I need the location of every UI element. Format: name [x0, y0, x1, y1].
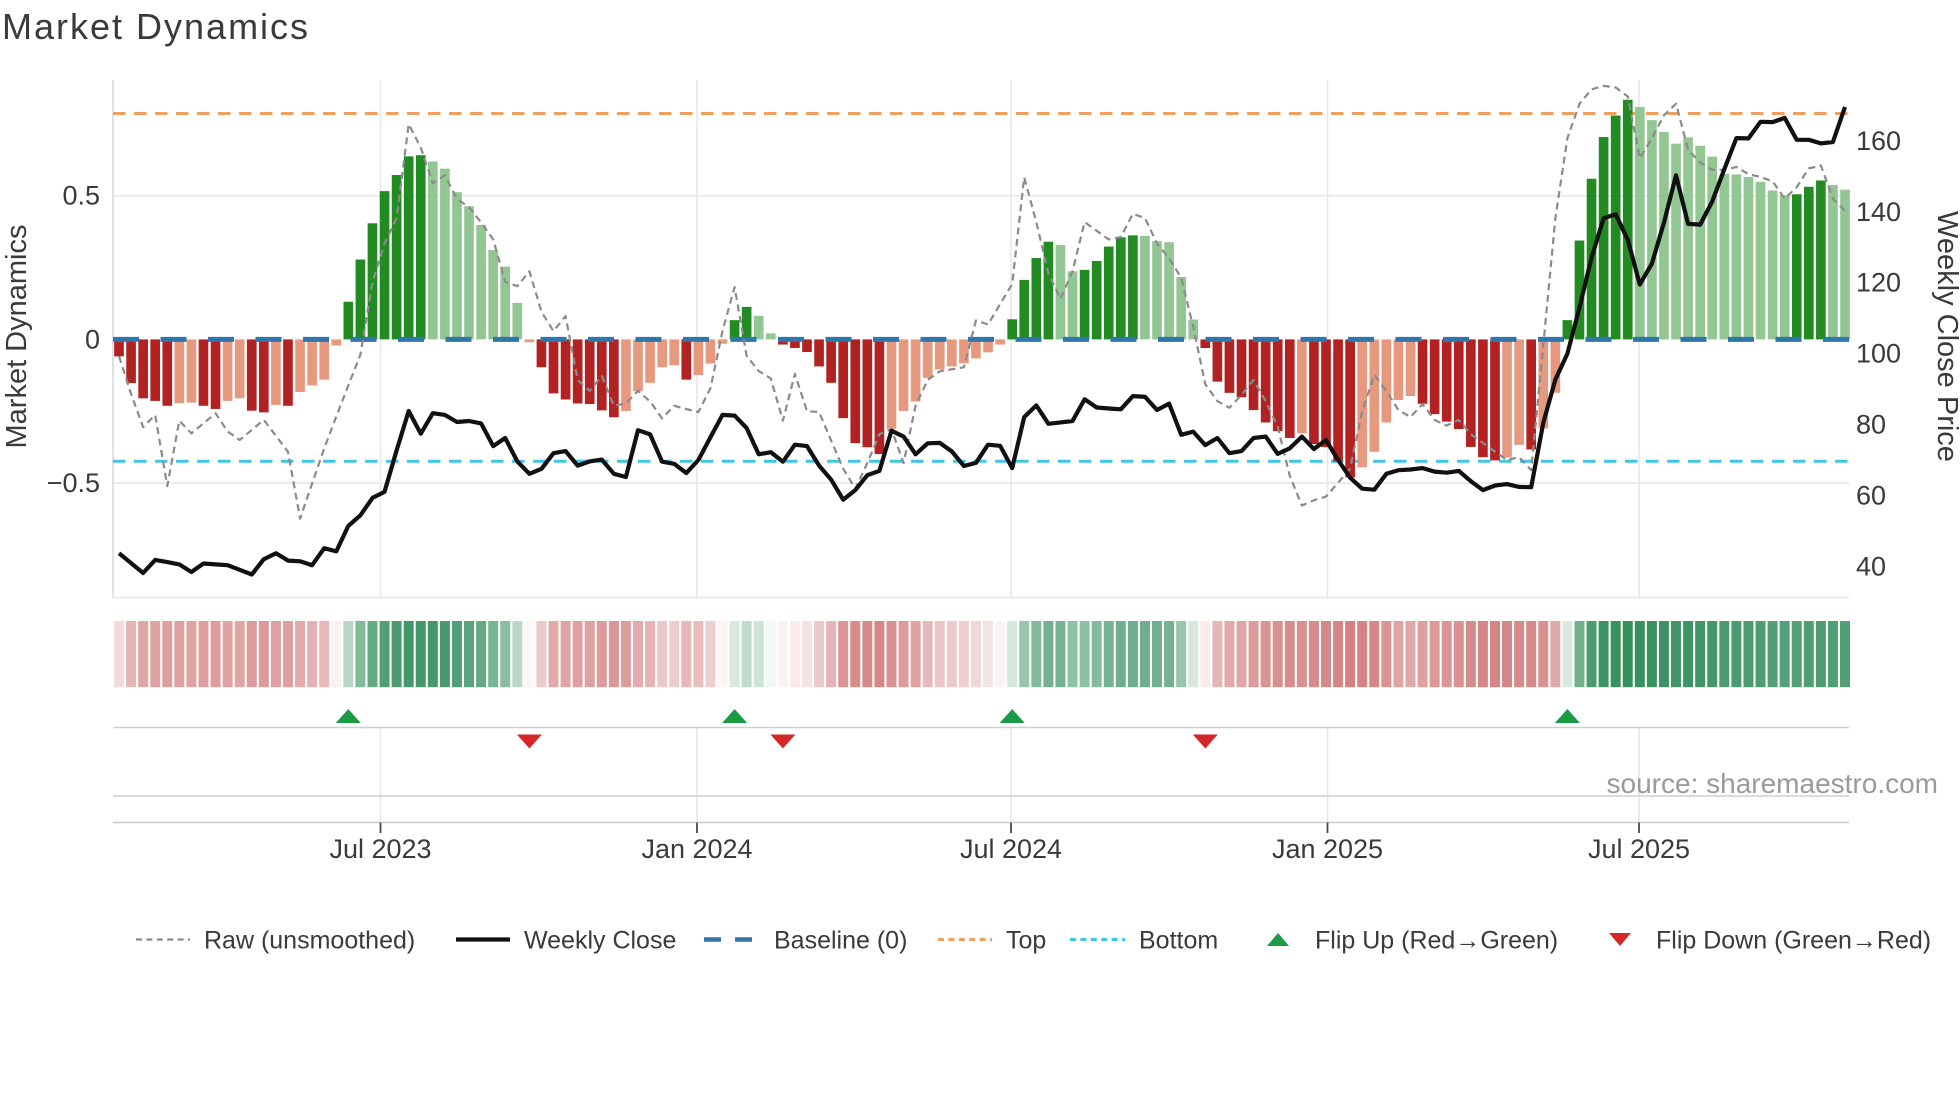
svg-text:Flip Up (Red→Green): Flip Up (Red→Green) — [1315, 927, 1558, 955]
svg-text:40: 40 — [1856, 551, 1886, 581]
svg-text:60: 60 — [1856, 480, 1886, 510]
svg-text:Weekly Close Price: Weekly Close Price — [1931, 211, 1960, 462]
svg-text:−0.5: −0.5 — [47, 468, 100, 498]
svg-text:0: 0 — [85, 324, 100, 354]
svg-text:Jan 2025: Jan 2025 — [1272, 834, 1383, 864]
svg-text:source: sharemaestro.com: source: sharemaestro.com — [1607, 768, 1938, 799]
svg-text:Baseline (0): Baseline (0) — [774, 927, 907, 955]
svg-text:Top: Top — [1006, 927, 1046, 955]
svg-text:80: 80 — [1856, 410, 1886, 440]
svg-text:0.5: 0.5 — [62, 181, 100, 211]
svg-text:Weekly Close: Weekly Close — [524, 927, 676, 955]
svg-text:Jan 2024: Jan 2024 — [641, 834, 752, 864]
svg-text:Market Dynamics: Market Dynamics — [1, 225, 33, 449]
svg-text:Jul 2024: Jul 2024 — [960, 834, 1062, 864]
svg-text:Flip Down (Green→Red): Flip Down (Green→Red) — [1656, 927, 1931, 955]
svg-text:Bottom: Bottom — [1139, 927, 1218, 955]
svg-text:Raw (unsmoothed): Raw (unsmoothed) — [204, 927, 415, 955]
svg-text:Jul 2025: Jul 2025 — [1588, 834, 1690, 864]
svg-text:Market Dynamics: Market Dynamics — [2, 6, 310, 47]
svg-text:140: 140 — [1856, 197, 1901, 227]
svg-text:Jul 2023: Jul 2023 — [329, 834, 431, 864]
svg-text:120: 120 — [1856, 268, 1901, 298]
svg-text:160: 160 — [1856, 126, 1901, 156]
svg-text:100: 100 — [1856, 339, 1901, 369]
